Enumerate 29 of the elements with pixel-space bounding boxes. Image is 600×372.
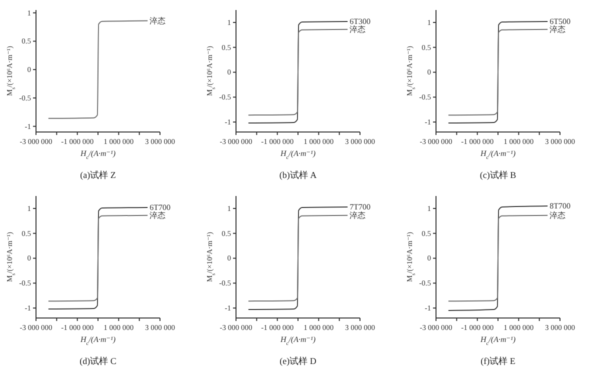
- text: (b)试样 A: [279, 170, 318, 180]
- series-label: 淬态: [350, 25, 366, 34]
- text: (f)试样 E: [480, 356, 516, 366]
- x-axis-title: H$_{c}$/(A·m⁻¹): [79, 335, 116, 347]
- series-label: 6T700: [150, 203, 170, 212]
- series-label: 8T700: [550, 202, 570, 211]
- x-axis-title: H$_{c}$/(A·m⁻¹): [279, 149, 316, 161]
- line-series: [448, 28, 548, 116]
- series-label: 6T300: [350, 17, 370, 26]
- x-axis-title: H$_{c}$/(A·m⁻¹): [479, 335, 516, 347]
- text: (e)试样 D: [280, 356, 317, 366]
- series-label: 淬态: [550, 211, 566, 220]
- text: (a)试样 Z: [80, 170, 116, 180]
- x-axis-title: H$_{c}$/(A·m⁻¹): [79, 149, 116, 161]
- series-label: 6T500: [550, 17, 570, 26]
- line-series: [48, 214, 148, 302]
- text: (c)试样 B: [480, 170, 516, 180]
- series-label: 淬态: [150, 16, 166, 26]
- series-label: 淬态: [150, 211, 166, 220]
- series-label: 淬态: [550, 25, 566, 34]
- x-axis-title: H$_{c}$/(A·m⁻¹): [479, 149, 516, 161]
- line-series: [248, 28, 348, 116]
- line-series: [48, 20, 148, 119]
- line-series: [448, 214, 548, 302]
- text: (d)试样 C: [80, 356, 116, 366]
- x-axis-title: H$_{c}$/(A·m⁻¹): [279, 335, 316, 347]
- series-label: 7T700: [350, 202, 370, 212]
- line-series: [248, 214, 348, 302]
- series-label: 淬态: [350, 211, 366, 220]
